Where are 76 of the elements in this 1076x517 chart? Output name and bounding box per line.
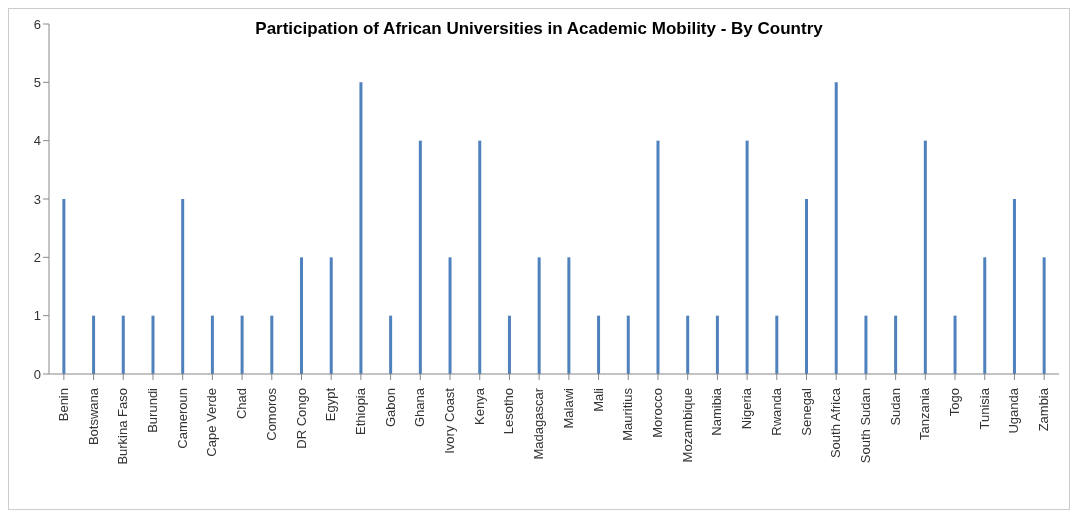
bar (1012, 199, 1016, 374)
x-tick-label: DR Congo (293, 388, 309, 449)
x-tick-label: Kenya (471, 387, 487, 425)
x-tick-label: Egypt (323, 387, 339, 422)
bar (864, 315, 868, 374)
bar (240, 315, 244, 374)
bar (507, 315, 511, 374)
x-tick-label: Cape Verde (204, 388, 220, 457)
x-tick-label: Uganda (1006, 387, 1022, 434)
x-tick-label: Senegal (798, 387, 814, 436)
bar (92, 315, 96, 374)
x-tick-label: Mali (590, 387, 606, 412)
bar (894, 315, 898, 374)
bar (181, 199, 185, 374)
bar (805, 199, 809, 374)
x-tick-label: Ghana (412, 387, 428, 428)
x-tick-label: Tanzania (917, 387, 933, 441)
bar (686, 315, 690, 374)
x-tick-label: Gabon (382, 388, 398, 428)
y-tick-label: 4 (33, 133, 41, 149)
bar (597, 315, 601, 374)
x-tick-label: Tunisia (976, 387, 992, 430)
x-tick-label: Benin (55, 388, 71, 422)
bar (121, 315, 125, 374)
bar (1042, 257, 1046, 374)
bar (923, 140, 927, 374)
y-tick-label: 0 (33, 366, 41, 382)
bar (151, 315, 155, 374)
bar (983, 257, 987, 374)
bar (389, 315, 393, 374)
x-tick-label: Morocco (649, 388, 665, 438)
x-tick-label: Zambia (1036, 387, 1052, 432)
bar (329, 257, 333, 374)
chart-title: Participation of African Universities in Academic Mobility - By Country (255, 19, 823, 38)
x-tick-label: Rwanda (768, 387, 784, 436)
x-tick-label: Ethiopia (352, 387, 368, 435)
x-tick-label: Lesotho (501, 388, 517, 435)
x-tick-label: Malawi (560, 387, 576, 429)
bar (567, 257, 571, 374)
x-tick-label: Cameroun (174, 388, 190, 449)
bar (745, 140, 749, 374)
x-tick-label: South Sudan (857, 388, 873, 464)
y-tick-label: 5 (33, 74, 41, 90)
bar (359, 82, 363, 374)
bar (62, 199, 66, 374)
x-tick-label: Nigeria (739, 387, 755, 430)
x-tick-label: Burkina Faso (115, 388, 131, 465)
bar (418, 140, 422, 374)
bar (775, 315, 779, 374)
y-tick-label: 3 (33, 191, 41, 207)
x-tick-label: Namibia (709, 387, 725, 436)
bar (656, 140, 660, 374)
bar (953, 315, 957, 374)
bar (626, 315, 630, 374)
x-tick-label: Chad (234, 388, 250, 420)
x-tick-label: Mauritius (620, 387, 636, 441)
x-tick-label: Madagascar (531, 387, 547, 460)
x-tick-label: Sudan (887, 388, 903, 426)
bar (478, 140, 482, 374)
bar (210, 315, 214, 374)
x-tick-label: Botswana (85, 387, 101, 446)
bar (537, 257, 541, 374)
y-tick-label: 6 (33, 16, 41, 32)
bar (715, 315, 719, 374)
x-tick-label: South Africa (828, 387, 844, 459)
x-tick-label: Comoros (263, 387, 279, 441)
x-tick-label: Ivory Coast (442, 387, 458, 454)
y-tick-label: 2 (33, 249, 41, 265)
x-tick-label: Burundi (144, 387, 160, 433)
bar (300, 257, 304, 374)
bar (270, 315, 274, 374)
y-tick-label: 1 (33, 308, 41, 324)
x-tick-label: Togo (947, 388, 963, 417)
x-tick-label: Mozambique (679, 388, 695, 463)
bar (834, 82, 838, 374)
bar (448, 257, 452, 374)
